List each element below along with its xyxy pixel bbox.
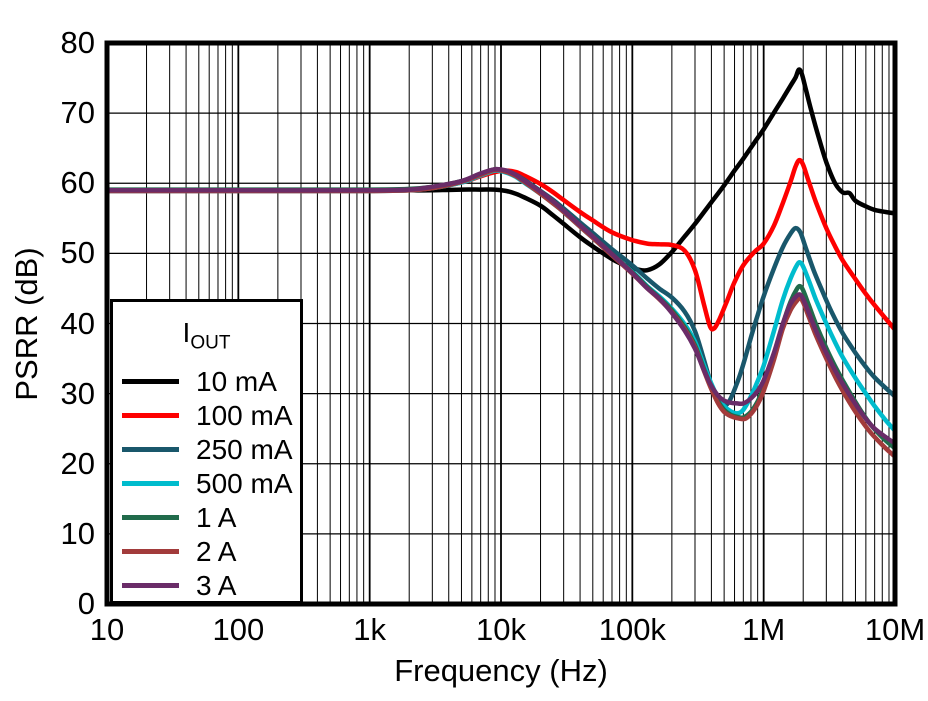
y-tick-label: 30: [60, 375, 95, 411]
x-tick-label: 1k: [353, 612, 387, 647]
y-tick-label: 50: [60, 235, 95, 271]
legend-label: 3 A: [196, 569, 237, 601]
legend-label: 1 A: [196, 501, 237, 533]
y-tick-label: 10: [60, 515, 95, 551]
legend-label: 100 mA: [196, 399, 293, 431]
legend-swatch: [122, 379, 179, 385]
plot-border: [104, 40, 898, 607]
y-axis-title: PSRR (dB): [9, 247, 44, 401]
legend-item: 100 mA: [113, 399, 300, 433]
legend-title: IOUT: [113, 318, 300, 359]
legend-swatch: [122, 413, 179, 419]
series-curve-3-a: [107, 166, 895, 446]
legend-label: 2 A: [196, 535, 237, 567]
legend-item: 3 A: [113, 569, 300, 603]
legend-title-subscript: OUT: [190, 332, 231, 354]
legend-swatch: [122, 481, 179, 487]
legend-swatch: [122, 447, 179, 453]
y-tick-label: 70: [60, 95, 95, 131]
legend-swatch: [122, 583, 179, 589]
x-tick-label: 10M: [864, 612, 926, 647]
x-tick-label: 10k: [476, 612, 526, 647]
x-tick-label: 1M: [742, 612, 786, 647]
legend-item: 250 mA: [113, 433, 300, 467]
x-tick-label: 100k: [598, 612, 666, 647]
x-axis-title: Frequency (Hz): [394, 653, 608, 688]
legend-title-main: I: [182, 317, 191, 348]
y-tick-label: 0: [77, 586, 95, 621]
y-tick-label: 40: [60, 305, 95, 341]
x-tick-label: 10: [89, 612, 125, 647]
legend-label: 10 mA: [196, 365, 277, 397]
legend-label: 500 mA: [196, 467, 293, 499]
x-tick-label: 100: [212, 612, 265, 647]
legend-swatch: [122, 515, 179, 521]
legend-item: 1 A: [113, 501, 300, 535]
y-tick-label: 80: [60, 25, 95, 60]
y-tick-label: 60: [60, 165, 95, 201]
series-curve-10-ma: [107, 67, 895, 273]
legend-item: 10 mA: [113, 365, 300, 399]
legend-swatch: [122, 549, 179, 555]
legend-item: 2 A: [113, 535, 300, 569]
y-tick-label: 20: [60, 445, 95, 481]
legend-item: 500 mA: [113, 467, 300, 501]
legend-label: 250 mA: [196, 433, 293, 465]
